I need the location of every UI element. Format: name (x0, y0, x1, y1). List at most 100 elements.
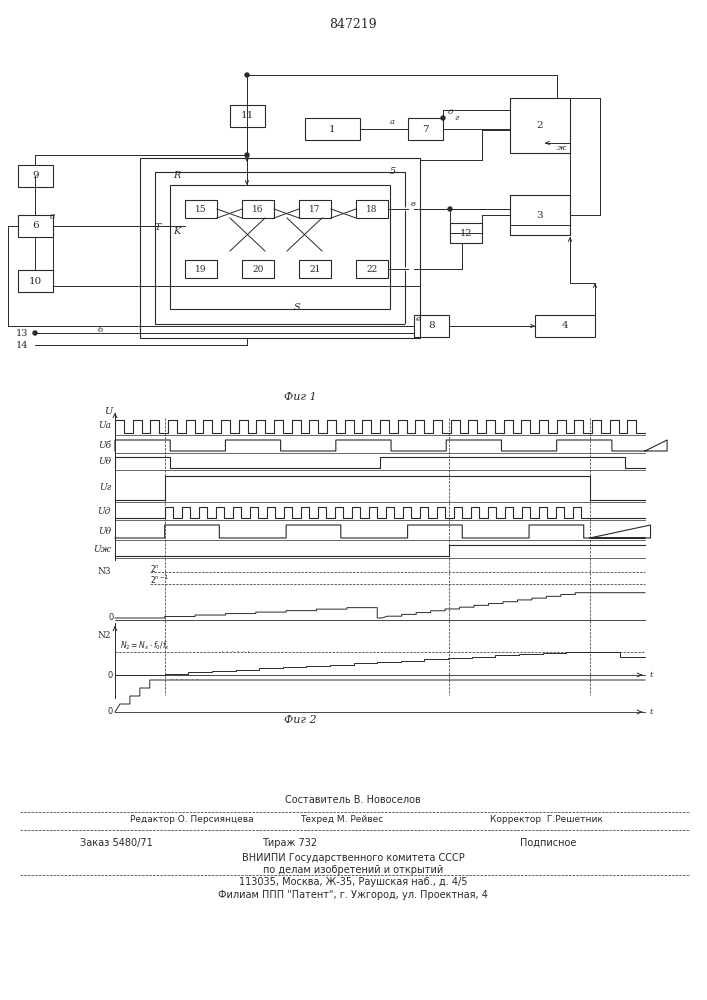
Text: Подписное: Подписное (520, 838, 576, 848)
Circle shape (245, 73, 249, 77)
Text: Составитель В. Новоселов: Составитель В. Новоселов (285, 795, 421, 805)
Bar (356, 200, 388, 218)
Text: 847219: 847219 (329, 18, 377, 31)
Circle shape (245, 153, 249, 157)
Text: $N_2 = N_x \cdot f_0/f_x$: $N_2 = N_x \cdot f_0/f_x$ (120, 640, 170, 652)
Circle shape (406, 324, 411, 328)
Bar (356, 260, 388, 278)
Text: $2^{n-1}$: $2^{n-1}$ (150, 574, 170, 586)
Bar (299, 260, 331, 278)
Text: Uж: Uж (93, 546, 111, 554)
Text: г: г (455, 114, 459, 122)
Text: 3: 3 (537, 211, 543, 220)
Circle shape (33, 342, 37, 348)
Text: 22: 22 (366, 264, 378, 273)
Text: 10: 10 (29, 276, 42, 286)
Bar (140, 158, 420, 338)
Text: 21: 21 (310, 264, 321, 273)
Bar (242, 200, 274, 218)
Text: . . . . . .: . . . . . . (221, 645, 250, 654)
Text: по делам изобретений и открытий: по делам изобретений и открытий (263, 865, 443, 875)
Text: Uθ: Uθ (98, 458, 111, 466)
Circle shape (33, 331, 37, 335)
Text: Тираж 732: Тираж 732 (262, 838, 317, 848)
Text: Техред М. Рейвес: Техред М. Рейвес (300, 816, 383, 824)
Bar (18, 165, 53, 187)
Text: Фиг 1: Фиг 1 (284, 392, 316, 402)
Text: Uб: Uб (98, 440, 111, 450)
Text: Uа: Uа (98, 422, 111, 430)
Text: 9: 9 (33, 172, 39, 180)
Text: 6: 6 (33, 222, 39, 231)
Bar (18, 215, 53, 237)
Text: 15: 15 (195, 205, 207, 214)
Circle shape (441, 116, 445, 120)
Bar (299, 200, 331, 218)
Text: 11: 11 (241, 111, 254, 120)
Circle shape (448, 207, 452, 211)
Bar (242, 260, 274, 278)
Text: T: T (155, 224, 161, 232)
Text: 19: 19 (195, 264, 206, 273)
Text: . . . . . .: . . . . . . (170, 674, 199, 682)
Text: N2: N2 (98, 632, 111, 641)
Text: 5: 5 (390, 167, 396, 176)
Text: 0: 0 (108, 613, 114, 622)
Text: ж: ж (557, 144, 567, 152)
Text: t: t (650, 671, 653, 679)
Text: 0: 0 (107, 708, 112, 716)
Text: 1: 1 (329, 124, 336, 133)
Text: 7: 7 (422, 124, 429, 133)
Bar (535, 315, 595, 337)
Text: Филиам ППП "Патент", г. Ужгород, ул. Проектная, 4: Филиам ППП "Патент", г. Ужгород, ул. Про… (218, 890, 488, 900)
Bar (510, 98, 570, 153)
Circle shape (406, 266, 411, 271)
Bar (230, 105, 265, 127)
Text: 20: 20 (252, 264, 264, 273)
Text: д: д (448, 108, 452, 116)
Text: 0: 0 (107, 670, 112, 680)
Text: 18: 18 (366, 205, 378, 214)
Text: Редактор О. Персиянцева: Редактор О. Персиянцева (130, 816, 254, 824)
Circle shape (33, 330, 37, 336)
Text: б: б (98, 326, 103, 334)
Text: 17: 17 (309, 205, 321, 214)
Text: R: R (173, 170, 181, 180)
Text: 14: 14 (16, 340, 28, 350)
Text: Uг: Uг (99, 484, 111, 492)
Text: ВНИИПИ Государственного комитета СССР: ВНИИПИ Государственного комитета СССР (242, 853, 464, 863)
Text: 16: 16 (252, 205, 264, 214)
Text: Uд: Uд (98, 508, 111, 516)
Text: 2: 2 (537, 121, 543, 130)
Bar (414, 315, 449, 337)
Text: t: t (650, 708, 653, 716)
Bar (408, 118, 443, 140)
Circle shape (387, 126, 392, 131)
Text: Uθ: Uθ (98, 526, 111, 536)
Text: U: U (104, 408, 112, 416)
Text: Корректор  Г.Решетник: Корректор Г.Решетник (490, 816, 603, 824)
Text: S: S (293, 302, 300, 312)
Text: 13: 13 (16, 328, 28, 338)
Bar (18, 270, 53, 292)
Bar (185, 200, 217, 218)
Text: 8: 8 (50, 213, 56, 221)
Text: Заказ 5480/71: Заказ 5480/71 (80, 838, 153, 848)
Text: N3: N3 (98, 568, 111, 576)
Bar (510, 195, 570, 235)
Text: 113035, Москва, Ж-35, Раушская наб., д. 4/5: 113035, Москва, Ж-35, Раушская наб., д. … (239, 877, 467, 887)
Bar (155, 172, 405, 324)
Circle shape (406, 207, 411, 212)
Bar (450, 223, 482, 243)
Text: $2^n$: $2^n$ (150, 562, 160, 574)
Bar (185, 260, 217, 278)
Text: a: a (390, 118, 395, 126)
Text: 12: 12 (460, 229, 472, 237)
Text: 8: 8 (428, 322, 435, 330)
Text: K: K (173, 228, 180, 236)
Text: е: е (416, 315, 421, 323)
Text: Фиг 2: Фиг 2 (284, 715, 316, 725)
Text: 4: 4 (561, 322, 568, 330)
Text: в: в (411, 200, 416, 208)
Bar (170, 185, 390, 309)
